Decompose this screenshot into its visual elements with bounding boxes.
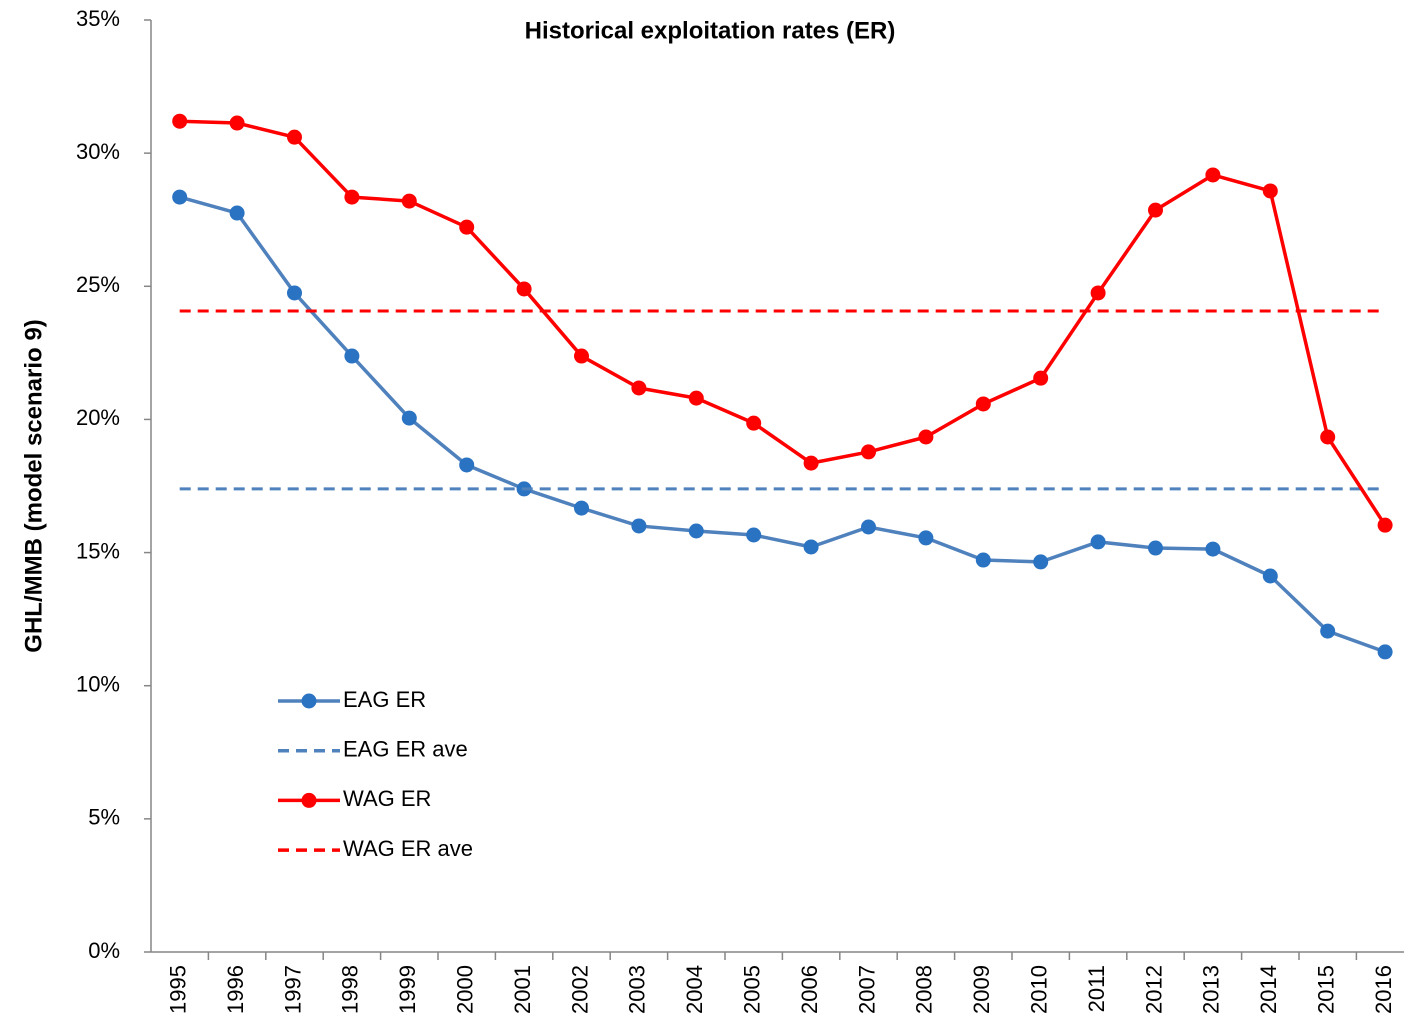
data-point — [1377, 517, 1393, 533]
data-point — [631, 518, 647, 534]
chart-title: Historical exploitation rates (ER) — [525, 17, 896, 44]
data-point — [401, 410, 417, 426]
y-tick-label: 30% — [76, 139, 120, 164]
data-point — [1033, 370, 1049, 386]
y-tick-label: 35% — [76, 6, 120, 31]
data-point — [861, 444, 876, 460]
data-point — [1262, 568, 1278, 584]
legend-label: WAG ER ave — [343, 836, 473, 861]
x-tick-label: 2001 — [510, 965, 535, 1014]
data-point — [229, 205, 245, 221]
data-point — [688, 390, 704, 406]
x-tick-label: 1995 — [166, 965, 191, 1014]
x-tick-label: 2013 — [1199, 965, 1224, 1014]
x-tick-label: 2000 — [453, 965, 478, 1014]
data-point — [516, 281, 532, 297]
x-tick-label: 2003 — [625, 965, 650, 1014]
legend-label: WAG ER — [343, 786, 431, 811]
data-point — [1205, 167, 1221, 183]
data-point — [459, 457, 475, 473]
legend-marker — [301, 693, 317, 709]
x-tick-label: 1998 — [338, 965, 363, 1014]
y-tick-label: 10% — [76, 672, 120, 697]
series-line — [179, 119, 1387, 527]
data-point — [401, 193, 417, 209]
x-tick-label: 2007 — [854, 965, 879, 1014]
data-point — [1090, 534, 1106, 550]
x-tick-label: 2004 — [682, 965, 707, 1014]
data-point — [574, 500, 589, 516]
x-tick-label: 2008 — [912, 965, 937, 1014]
data-point — [287, 129, 302, 145]
data-point — [746, 415, 762, 431]
x-tick-label: 2011 — [1084, 965, 1109, 1012]
data-point — [1033, 554, 1049, 570]
data-point — [1320, 429, 1336, 445]
x-tick-label: 2009 — [969, 965, 994, 1014]
y-tick-label: 25% — [76, 272, 120, 297]
y-tick-label: 0% — [88, 938, 120, 963]
data-point — [574, 348, 589, 364]
data-point — [975, 552, 991, 568]
x-tick-label: 2012 — [1141, 965, 1166, 1014]
y-tick-label: 5% — [88, 805, 120, 830]
x-tick-label: 2016 — [1371, 965, 1396, 1014]
data-point — [631, 380, 647, 396]
data-point — [172, 113, 188, 129]
data-point — [746, 527, 762, 543]
legend-marker — [301, 792, 317, 808]
data-point — [1148, 540, 1163, 556]
y-tick-label: 15% — [76, 538, 120, 563]
data-point — [803, 455, 819, 471]
data-point — [918, 429, 934, 445]
data-point — [344, 348, 360, 364]
x-tick-label: 2005 — [740, 965, 765, 1014]
data-point — [1377, 644, 1393, 660]
data-point — [975, 396, 991, 412]
data-point — [1090, 285, 1106, 301]
legend-label: EAG ER ave — [343, 737, 468, 762]
x-tick-label: 2010 — [1027, 965, 1052, 1014]
x-tick-label: 2006 — [797, 965, 822, 1014]
series-line — [179, 195, 1386, 654]
data-point — [172, 189, 188, 205]
x-tick-label: 1999 — [395, 965, 420, 1014]
data-point — [688, 523, 704, 539]
x-tick-label: 2002 — [567, 965, 592, 1014]
data-point — [287, 285, 302, 301]
y-axis-label: GHL/MMB (model scenario 9) — [20, 319, 47, 652]
data-point — [229, 115, 245, 131]
x-tick-label: 1997 — [280, 965, 305, 1014]
data-point — [344, 189, 360, 205]
data-point — [1148, 202, 1163, 218]
data-point — [918, 530, 934, 546]
data-point — [459, 219, 475, 235]
data-point — [861, 519, 876, 535]
legend-label: EAG ER — [343, 687, 426, 712]
x-tick-label: 2015 — [1314, 965, 1339, 1014]
x-tick-label: 2014 — [1256, 965, 1281, 1014]
x-tick-label: 1996 — [223, 965, 248, 1014]
data-point — [1205, 541, 1221, 557]
data-point — [1262, 183, 1278, 199]
y-tick-label: 20% — [76, 405, 120, 430]
data-point — [803, 539, 819, 555]
data-point — [1320, 623, 1336, 639]
